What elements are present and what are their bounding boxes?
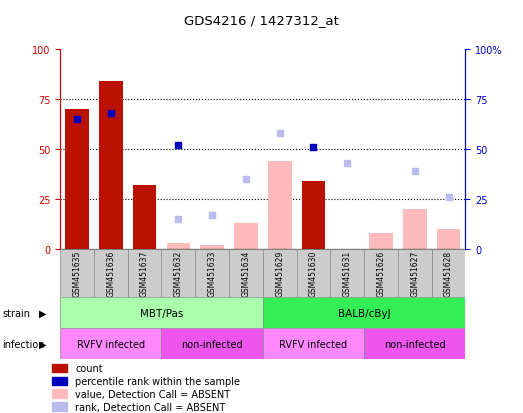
Point <box>276 131 284 137</box>
Text: non-infected: non-infected <box>384 339 446 349</box>
Bar <box>94 250 128 297</box>
Bar <box>166 244 190 250</box>
Text: GDS4216 / 1427312_at: GDS4216 / 1427312_at <box>184 14 339 27</box>
Text: value, Detection Call = ABSENT: value, Detection Call = ABSENT <box>75 389 231 399</box>
Point <box>73 116 81 123</box>
Bar <box>52 377 67 385</box>
Text: GSM451626: GSM451626 <box>377 251 385 297</box>
Bar <box>331 250 364 297</box>
Bar <box>229 250 263 297</box>
Text: ▶: ▶ <box>39 308 47 318</box>
Bar <box>60 250 94 297</box>
Point <box>445 195 453 201</box>
Text: strain: strain <box>3 308 31 318</box>
Bar <box>60 328 162 359</box>
Text: GSM451627: GSM451627 <box>411 251 419 297</box>
Bar <box>128 250 162 297</box>
Text: ▶: ▶ <box>39 339 47 349</box>
Bar <box>431 250 465 297</box>
Text: RVFV infected: RVFV infected <box>279 339 348 349</box>
Bar <box>403 210 427 250</box>
Text: percentile rank within the sample: percentile rank within the sample <box>75 376 240 386</box>
Point <box>174 216 183 223</box>
Point <box>411 169 419 175</box>
Bar <box>65 110 89 250</box>
Point <box>107 110 115 117</box>
Bar <box>268 162 291 250</box>
Bar <box>263 328 364 359</box>
Text: GSM451634: GSM451634 <box>242 250 251 297</box>
Point <box>174 142 183 149</box>
Point <box>242 176 250 183</box>
Text: GSM451629: GSM451629 <box>275 251 284 297</box>
Text: GSM451635: GSM451635 <box>73 250 82 297</box>
Text: MBT/Pas: MBT/Pas <box>140 308 183 318</box>
Bar <box>162 328 263 359</box>
Text: BALB/cByJ: BALB/cByJ <box>338 308 391 318</box>
Text: RVFV infected: RVFV infected <box>77 339 145 349</box>
Text: GSM451636: GSM451636 <box>106 250 115 297</box>
Text: GSM451628: GSM451628 <box>444 251 453 297</box>
Text: non-infected: non-infected <box>181 339 243 349</box>
Bar <box>200 246 224 250</box>
Text: GSM451632: GSM451632 <box>174 251 183 297</box>
Bar <box>195 250 229 297</box>
Bar <box>52 364 67 372</box>
Text: rank, Detection Call = ABSENT: rank, Detection Call = ABSENT <box>75 401 225 411</box>
Text: GSM451633: GSM451633 <box>208 250 217 297</box>
Bar <box>162 250 195 297</box>
Bar <box>369 234 393 250</box>
Point <box>309 145 317 151</box>
Bar <box>398 250 431 297</box>
Bar <box>437 230 460 250</box>
Bar <box>99 82 122 250</box>
Text: GSM451631: GSM451631 <box>343 251 352 297</box>
Bar <box>52 389 67 398</box>
Text: GSM451630: GSM451630 <box>309 250 318 297</box>
Bar <box>364 328 465 359</box>
Bar <box>263 297 465 328</box>
Bar <box>60 297 263 328</box>
Point <box>208 213 217 219</box>
Bar <box>263 250 297 297</box>
Bar <box>52 402 67 411</box>
Bar <box>234 224 258 250</box>
Bar <box>297 250 331 297</box>
Bar <box>302 182 325 250</box>
Point <box>343 160 351 167</box>
Text: infection: infection <box>3 339 45 349</box>
Bar <box>364 250 398 297</box>
Text: count: count <box>75 363 103 373</box>
Bar <box>133 186 156 250</box>
Text: GSM451637: GSM451637 <box>140 250 149 297</box>
